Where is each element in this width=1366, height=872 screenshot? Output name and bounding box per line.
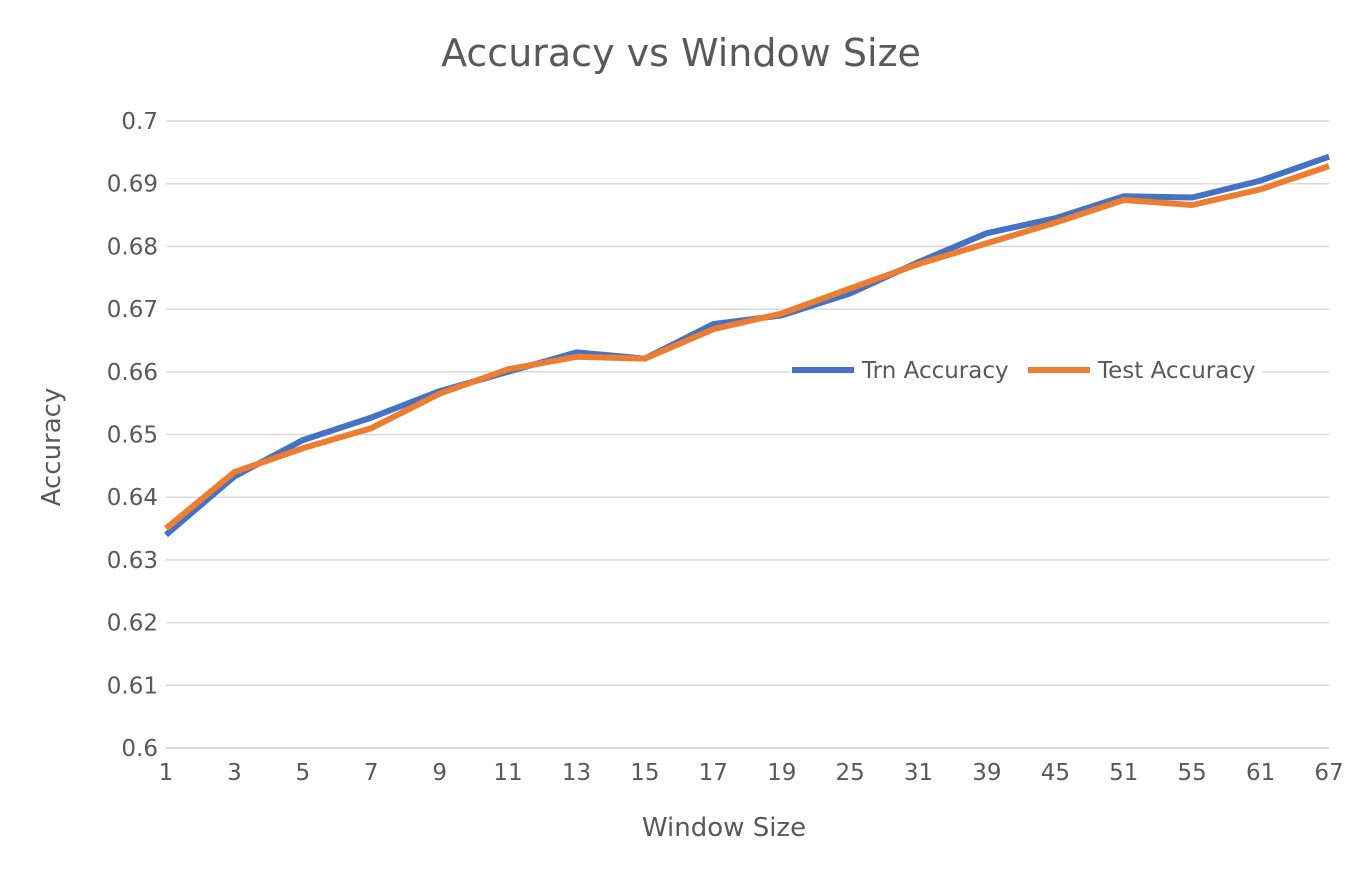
y-tick-label: 0.65 xyxy=(107,423,158,449)
series-line-test-accuracy xyxy=(164,163,1330,531)
x-tick-label: 15 xyxy=(630,760,659,786)
y-axis-ticks: 0.6 0.61 0.62 0.63 0.64 0.65 0.66 0.67 0.68 0.69 0… xyxy=(107,109,158,762)
x-axis-ticks: 1 3 5 7 9 11 13 15 17 19 25 31 39 45 51 55 61 67 xyxy=(159,760,1344,786)
legend-label: Test Accuracy xyxy=(1097,358,1256,384)
x-axis-title: Window Size xyxy=(642,813,806,843)
x-tick-label: 7 xyxy=(364,760,379,786)
x-tick-label: 1 xyxy=(159,760,174,786)
x-tick-label: 3 xyxy=(227,760,242,786)
x-tick-label: 61 xyxy=(1246,760,1275,786)
x-tick-label: 31 xyxy=(904,760,933,786)
series-line-trn-accuracy xyxy=(164,153,1330,538)
y-tick-label: 0.67 xyxy=(107,297,158,323)
legend-item-trn-accuracy: Trn Accuracy xyxy=(790,354,1026,384)
y-tick-label: 0.7 xyxy=(121,109,158,135)
y-tick-label: 0.6 xyxy=(121,736,158,762)
chart-title: Accuracy vs Window Size xyxy=(441,31,921,75)
x-tick-label: 67 xyxy=(1314,760,1343,786)
y-tick-label: 0.61 xyxy=(107,673,158,699)
y-tick-label: 0.64 xyxy=(107,485,158,511)
x-tick-label: 45 xyxy=(1041,760,1070,786)
y-tick-label: 0.62 xyxy=(107,611,158,637)
x-tick-label: 11 xyxy=(493,760,522,786)
x-tick-label: 19 xyxy=(767,760,796,786)
x-tick-label: 9 xyxy=(432,760,447,786)
legend-item-test-accuracy: Test Accuracy xyxy=(1026,354,1262,384)
y-tick-label: 0.63 xyxy=(107,548,158,574)
legend-label: Trn Accuracy xyxy=(861,358,1009,384)
x-tick-label: 13 xyxy=(562,760,591,786)
series-lines xyxy=(164,153,1330,538)
x-tick-label: 55 xyxy=(1178,760,1207,786)
x-tick-label: 51 xyxy=(1109,760,1138,786)
y-tick-label: 0.66 xyxy=(107,360,158,386)
x-tick-label: 5 xyxy=(296,760,311,786)
y-tick-label: 0.69 xyxy=(107,172,158,198)
y-tick-label: 0.68 xyxy=(107,234,158,260)
x-tick-label: 39 xyxy=(972,760,1001,786)
y-axis-title: Accuracy xyxy=(37,388,67,507)
x-tick-label: 25 xyxy=(835,760,864,786)
legend: Trn Accuracy Test Accuracy xyxy=(790,354,1262,384)
x-tick-label: 17 xyxy=(699,760,728,786)
